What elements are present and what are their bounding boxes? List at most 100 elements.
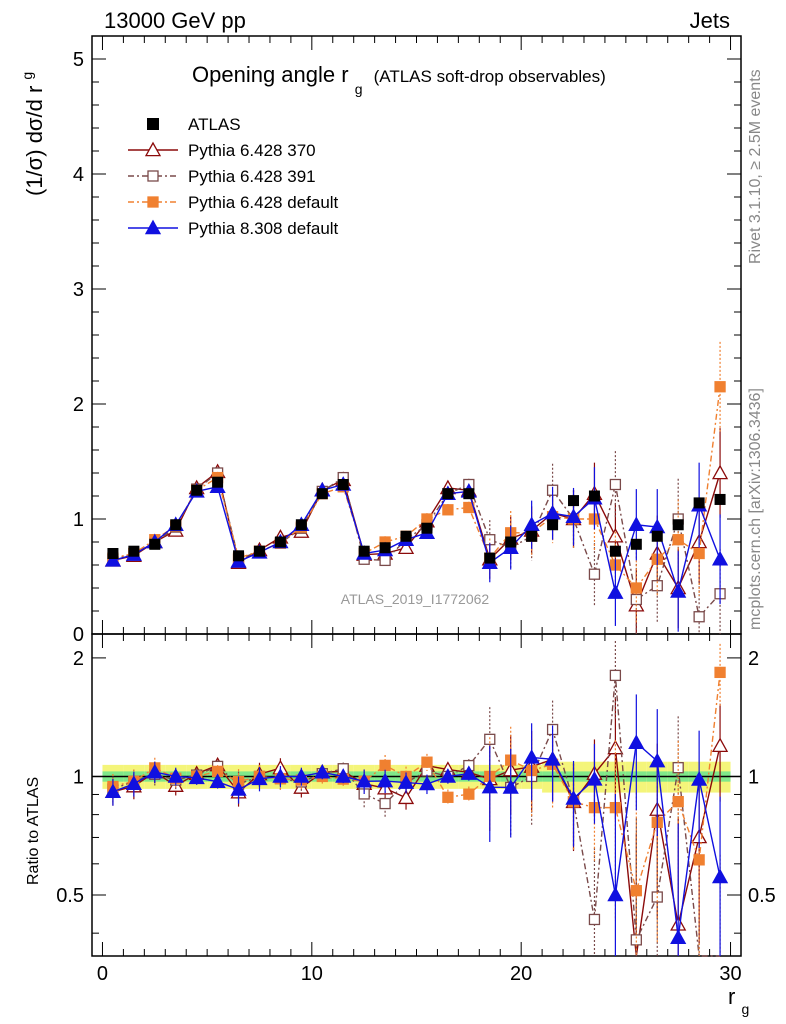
- ratio-point: [442, 791, 454, 803]
- ratio-point: [630, 934, 642, 946]
- ratio-series-line: [112, 675, 721, 957]
- atlas-point: [274, 536, 286, 548]
- ratio-point: [565, 790, 582, 805]
- atlas-point: [568, 495, 580, 507]
- ratio-tick-label: 0.5: [56, 885, 84, 907]
- x-axis-label: r g: [728, 984, 749, 1017]
- data-point: [714, 381, 726, 393]
- atlas-point: [609, 545, 621, 557]
- data-point: [670, 583, 687, 598]
- atlas-point: [421, 522, 433, 534]
- y-tick-label: 1: [73, 509, 84, 531]
- atlas-point: [170, 519, 182, 531]
- series-layer: [104, 341, 729, 957]
- data-point: [630, 582, 642, 594]
- legend-item: Pythia 8.308 default: [128, 219, 339, 238]
- series-line: [112, 386, 721, 590]
- ratio-tick-label: 2: [748, 648, 759, 670]
- legend-label: Pythia 8.308 default: [188, 219, 339, 238]
- ratio-point: [188, 769, 205, 785]
- ratio-point: [146, 763, 163, 779]
- data-point: [672, 534, 684, 546]
- y-axis-label-sub: g: [19, 72, 35, 80]
- ratio-point: [693, 854, 705, 866]
- ratio-point: [607, 886, 624, 902]
- ratio-point: [314, 763, 331, 779]
- ratio-point: [670, 929, 687, 944]
- ratio-point: [104, 783, 122, 799]
- data-point: [609, 478, 622, 491]
- ratio-point: [628, 734, 645, 749]
- ratio-point: [711, 737, 729, 753]
- legend-marker: [144, 219, 162, 235]
- analysis-label: ATLAS_2019_I1772062: [341, 591, 490, 607]
- legend-item: Pythia 6.428 default: [128, 193, 339, 212]
- atlas-point: [714, 493, 726, 505]
- legend-label: Pythia 6.428 391: [188, 167, 316, 186]
- legend-label: ATLAS: [188, 115, 241, 134]
- ratio-point: [439, 768, 457, 783]
- ratio-point: [523, 749, 540, 764]
- legend-item: Pythia 6.428 391: [128, 167, 316, 186]
- ratio-tick-label: 1: [73, 766, 84, 788]
- x-tick-label: 30: [719, 963, 741, 985]
- data-point: [565, 508, 582, 523]
- data-point: [693, 611, 705, 623]
- series-0: [104, 428, 729, 957]
- atlas-point: [588, 490, 600, 502]
- ratio-point: [167, 768, 184, 783]
- atlas-point: [379, 542, 391, 554]
- ratio-point: [463, 788, 475, 800]
- ratio-point: [293, 768, 310, 783]
- chart-title-main: Opening angle r: [192, 62, 349, 87]
- ratio-point: [484, 733, 496, 745]
- series-data: [107, 476, 726, 564]
- ratio-y-axis-label: Ratio to ATLAS: [25, 777, 42, 885]
- ratio-point: [379, 759, 391, 772]
- ratio-point: [609, 669, 622, 682]
- data-point: [544, 504, 561, 520]
- ratio-point: [544, 750, 561, 766]
- legend-marker: [147, 196, 159, 208]
- data-point: [442, 504, 454, 516]
- ratio-point: [397, 789, 415, 805]
- ratio-point: [125, 775, 142, 790]
- y-tick-label: 5: [73, 49, 84, 71]
- atlas-point: [547, 519, 559, 531]
- ratio-point: [691, 771, 708, 786]
- atlas-point: [337, 479, 349, 490]
- data-point: [104, 552, 122, 567]
- legend-item: Pythia 6.428 370: [128, 141, 316, 160]
- series-line: [112, 483, 721, 596]
- atlas-point: [400, 530, 412, 542]
- header-right: Jets: [690, 8, 730, 33]
- axes: 0 10 20 30 0 1 2 3 4 5 0.5 0.5 1 1 2 2: [56, 36, 776, 985]
- data-point: [588, 568, 601, 580]
- x-tick-label: 0: [97, 963, 108, 985]
- data-point: [628, 516, 645, 531]
- y-tick-label: 0: [73, 624, 84, 646]
- data-point: [379, 554, 391, 567]
- atlas-point: [484, 552, 496, 564]
- legend-marker: [147, 118, 159, 130]
- ratio-point: [672, 795, 684, 808]
- data-point: [421, 513, 433, 525]
- data-point: [397, 539, 415, 554]
- atlas-point: [149, 538, 161, 550]
- atlas-point: [128, 545, 140, 557]
- ratio-point: [379, 797, 391, 810]
- legend: ATLAS Pythia 6.428 370 Pythia 6.428 391 Pyt…: [128, 115, 339, 238]
- y-tick-label: 4: [73, 164, 84, 186]
- ratio-point: [209, 773, 226, 788]
- ratio-tick-label: 1: [748, 766, 759, 788]
- y-axis-label: (1/σ) dσ/d r g: [19, 72, 47, 196]
- data-point: [607, 584, 624, 599]
- ratio-point: [649, 752, 666, 768]
- data-point: [711, 464, 729, 480]
- legend-marker: [144, 141, 162, 157]
- ratio-point: [588, 913, 601, 926]
- ratio-point: [335, 768, 352, 783]
- y-axis-label-main: (1/σ) dσ/d r: [22, 86, 47, 196]
- atlas-point: [212, 476, 224, 488]
- atlas-point: [526, 530, 538, 542]
